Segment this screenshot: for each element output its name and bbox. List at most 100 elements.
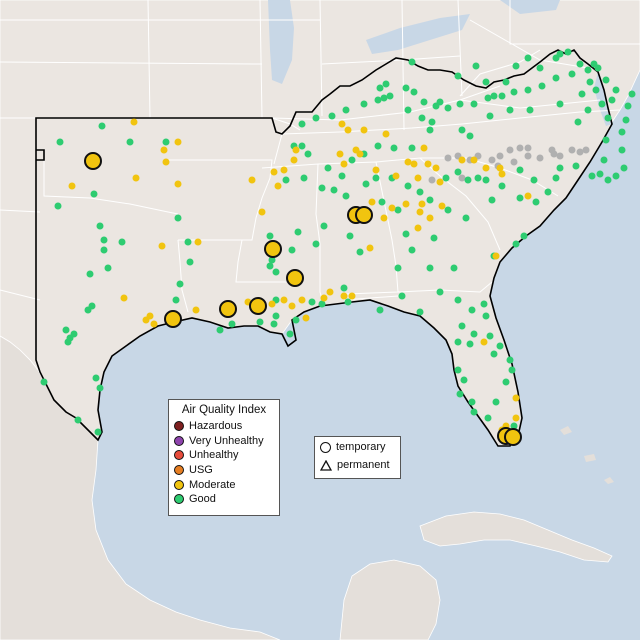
good-monitor[interactable] <box>376 306 384 314</box>
good-monitor[interactable] <box>62 326 70 334</box>
good-monitor[interactable] <box>418 114 426 122</box>
good-monitor[interactable] <box>330 186 338 194</box>
good-monitor[interactable] <box>360 100 368 108</box>
moderate-monitor[interactable] <box>290 156 298 164</box>
good-monitor[interactable] <box>174 214 182 222</box>
good-monitor[interactable] <box>118 238 126 246</box>
good-monitor[interactable] <box>492 398 500 406</box>
good-monitor[interactable] <box>454 168 462 176</box>
moderate-monitor[interactable] <box>120 294 128 302</box>
good-monitor[interactable] <box>318 184 326 192</box>
good-monitor[interactable] <box>454 338 462 346</box>
inactive-monitor[interactable] <box>524 152 532 160</box>
moderate-monitor[interactable] <box>280 296 288 304</box>
good-monitor[interactable] <box>578 90 586 98</box>
good-monitor[interactable] <box>572 162 580 170</box>
good-monitor[interactable] <box>372 174 380 182</box>
good-monitor[interactable] <box>564 48 572 56</box>
good-monitor[interactable] <box>460 376 468 384</box>
good-monitor[interactable] <box>502 378 510 386</box>
good-monitor[interactable] <box>586 78 594 86</box>
moderate-monitor[interactable] <box>420 144 428 152</box>
good-monitor[interactable] <box>374 142 382 150</box>
good-monitor[interactable] <box>172 296 180 304</box>
good-monitor[interactable] <box>544 188 552 196</box>
good-monitor[interactable] <box>584 66 592 74</box>
good-monitor[interactable] <box>176 280 184 288</box>
inactive-monitor[interactable] <box>458 174 466 182</box>
good-monitor[interactable] <box>70 330 78 338</box>
good-monitor[interactable] <box>506 356 514 364</box>
good-monitor[interactable] <box>532 198 540 206</box>
inactive-monitor[interactable] <box>568 146 576 154</box>
good-monitor[interactable] <box>94 428 102 436</box>
good-monitor[interactable] <box>510 422 518 430</box>
monitor-hattiesburg[interactable] <box>286 269 304 287</box>
good-monitor[interactable] <box>536 64 544 72</box>
good-monitor[interactable] <box>404 182 412 190</box>
good-monitor[interactable] <box>416 308 424 316</box>
good-monitor[interactable] <box>342 106 350 114</box>
good-monitor[interactable] <box>362 180 370 188</box>
good-monitor[interactable] <box>86 270 94 278</box>
good-monitor[interactable] <box>520 232 528 240</box>
good-monitor[interactable] <box>416 188 424 196</box>
good-monitor[interactable] <box>488 196 496 204</box>
good-monitor[interactable] <box>458 322 466 330</box>
good-monitor[interactable] <box>556 164 564 172</box>
good-monitor[interactable] <box>538 82 546 90</box>
good-monitor[interactable] <box>320 222 328 230</box>
moderate-monitor[interactable] <box>414 224 422 232</box>
good-monitor[interactable] <box>466 132 474 140</box>
moderate-monitor[interactable] <box>368 198 376 206</box>
monitor-houston[interactable] <box>164 310 182 328</box>
good-monitor[interactable] <box>612 172 620 180</box>
good-monitor[interactable] <box>482 312 490 320</box>
good-monitor[interactable] <box>382 80 390 88</box>
good-monitor[interactable] <box>470 100 478 108</box>
good-monitor[interactable] <box>596 170 604 178</box>
good-monitor[interactable] <box>576 60 584 68</box>
good-monitor[interactable] <box>394 264 402 272</box>
moderate-monitor[interactable] <box>388 204 396 212</box>
good-monitor[interactable] <box>374 96 382 104</box>
good-monitor[interactable] <box>516 166 524 174</box>
good-monitor[interactable] <box>618 128 626 136</box>
good-monitor[interactable] <box>328 112 336 120</box>
moderate-monitor[interactable] <box>366 244 374 252</box>
moderate-monitor[interactable] <box>248 176 256 184</box>
moderate-monitor[interactable] <box>418 200 426 208</box>
moderate-monitor[interactable] <box>438 202 446 210</box>
good-monitor[interactable] <box>40 378 48 386</box>
monitor-birmingham-2[interactable] <box>355 206 373 224</box>
good-monitor[interactable] <box>552 74 560 82</box>
moderate-monitor[interactable] <box>192 306 200 314</box>
good-monitor[interactable] <box>56 138 64 146</box>
good-monitor[interactable] <box>454 296 462 304</box>
good-monitor[interactable] <box>426 196 434 204</box>
good-monitor[interactable] <box>484 414 492 422</box>
good-monitor[interactable] <box>266 232 274 240</box>
good-monitor[interactable] <box>268 256 276 264</box>
inactive-monitor[interactable] <box>510 158 518 166</box>
inactive-monitor[interactable] <box>536 154 544 162</box>
good-monitor[interactable] <box>300 174 308 182</box>
good-monitor[interactable] <box>444 206 452 214</box>
good-monitor[interactable] <box>272 268 280 276</box>
good-monitor[interactable] <box>602 136 610 144</box>
moderate-monitor[interactable] <box>268 300 276 308</box>
good-monitor[interactable] <box>450 264 458 272</box>
monitor-jackson[interactable] <box>264 240 282 258</box>
good-monitor[interactable] <box>312 114 320 122</box>
good-monitor[interactable] <box>510 88 518 96</box>
moderate-monitor[interactable] <box>174 180 182 188</box>
moderate-monitor[interactable] <box>436 178 444 186</box>
good-monitor[interactable] <box>426 126 434 134</box>
good-monitor[interactable] <box>92 374 100 382</box>
moderate-monitor[interactable] <box>470 156 478 164</box>
moderate-monitor[interactable] <box>302 314 310 322</box>
moderate-monitor[interactable] <box>338 120 346 128</box>
good-monitor[interactable] <box>484 94 492 102</box>
good-monitor[interactable] <box>526 106 534 114</box>
